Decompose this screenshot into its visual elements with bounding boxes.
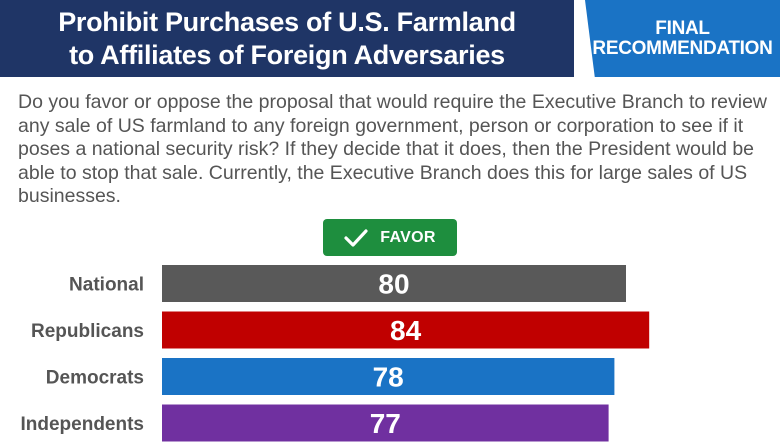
category-label-republicans: Republicans xyxy=(31,321,144,342)
title-line-1: Prohibit Purchases of U.S. Farmland xyxy=(58,6,516,37)
checkmark-icon xyxy=(344,228,368,247)
bar-independents xyxy=(162,404,609,442)
badge-line-1: FINAL xyxy=(655,17,710,39)
title-banner: Prohibit Purchases of U.S. Farmland to A… xyxy=(0,0,574,77)
bar-value-democrats: 78 xyxy=(373,362,404,393)
favor-badge: FAVOR xyxy=(323,219,457,256)
bar-value-republicans: 84 xyxy=(390,315,422,346)
final-recommendation-badge: FINAL RECOMMENDATION xyxy=(585,0,780,77)
bar-value-national: 80 xyxy=(378,269,409,300)
bar-national xyxy=(162,265,626,302)
survey-question: Do you favor or oppose the proposal that… xyxy=(18,91,768,207)
badge-line-2: RECOMMENDATION xyxy=(592,37,773,59)
bar-democrats xyxy=(162,358,615,395)
title-line-2: to Affiliates of Foreign Adversaries xyxy=(69,39,505,70)
category-label-independents: Independents xyxy=(20,414,144,435)
favor-label: FAVOR xyxy=(380,228,436,246)
bar-republicans xyxy=(162,311,650,349)
category-label-democrats: Democrats xyxy=(46,368,144,389)
category-label-national: National xyxy=(69,275,144,296)
bar-value-independents: 77 xyxy=(370,408,401,439)
